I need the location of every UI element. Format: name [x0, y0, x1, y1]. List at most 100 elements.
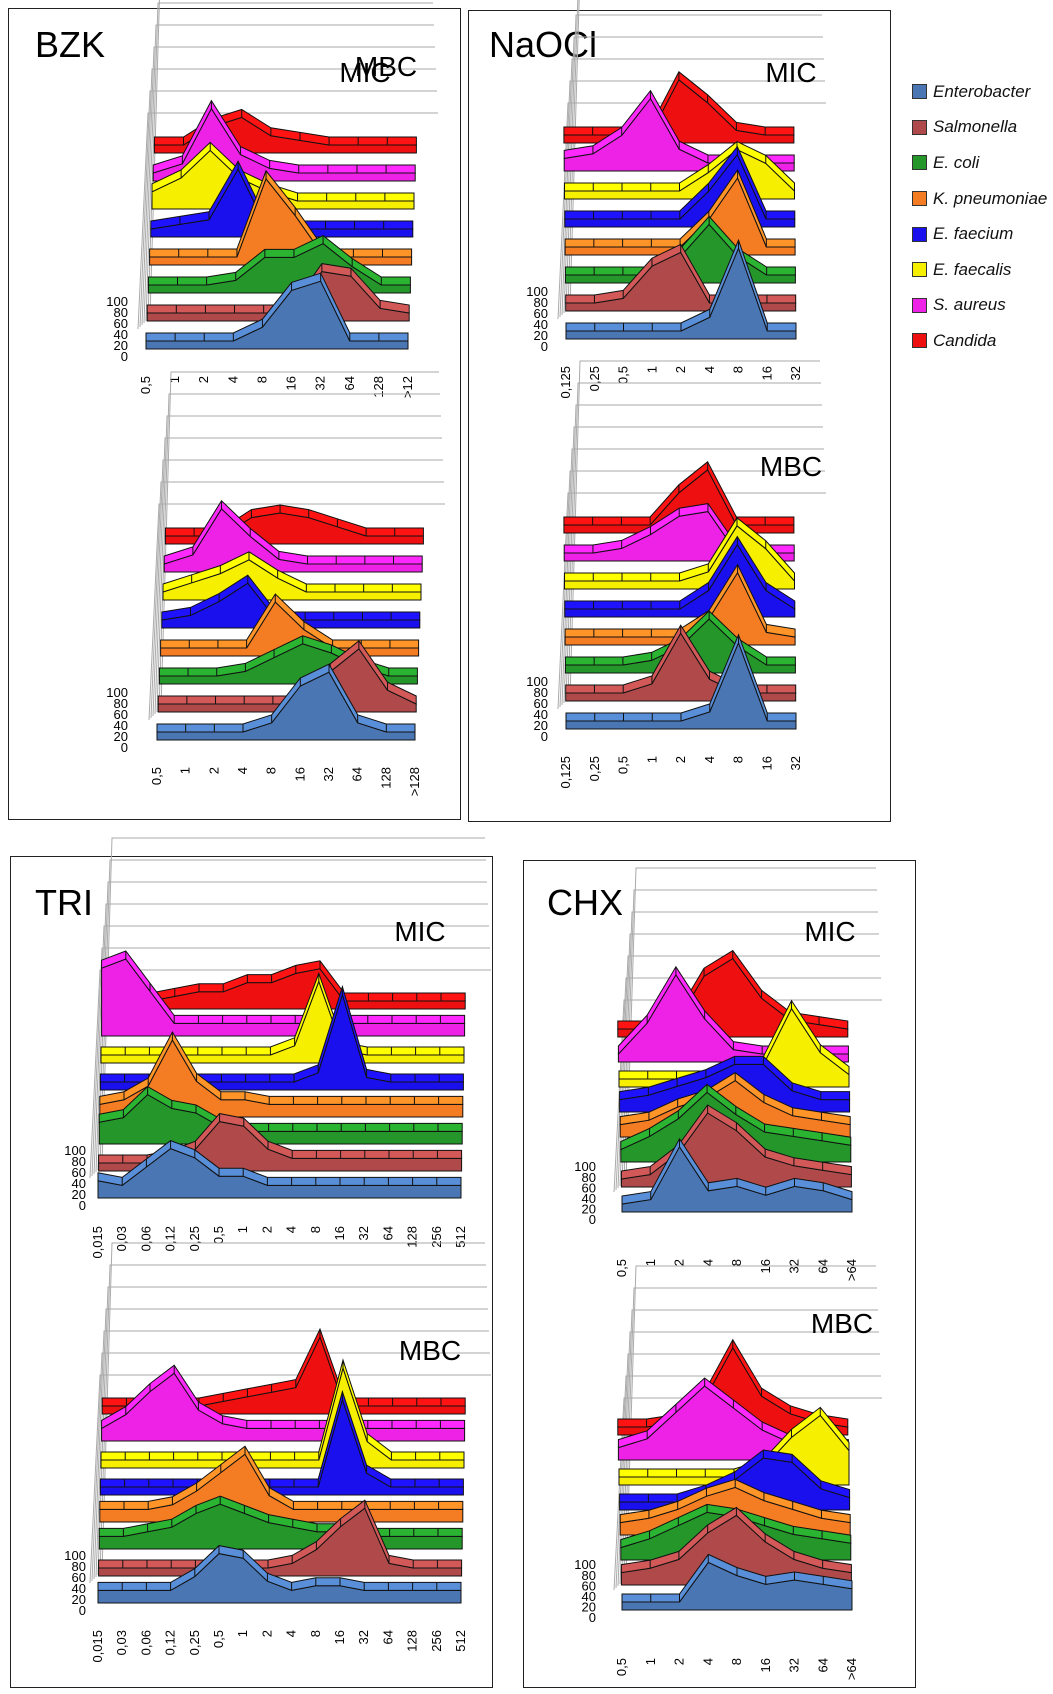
- x-tick-label: 16: [292, 767, 307, 781]
- x-tick-label: 128: [371, 376, 386, 398]
- x-tick-label: 0,5: [138, 376, 153, 394]
- x-tick-label: 64: [380, 1630, 395, 1644]
- y-tick-label: 60: [72, 1570, 86, 1585]
- x-tick-label: 1: [167, 376, 182, 383]
- x-tick-label: 0,5: [616, 366, 631, 384]
- grid-line: [99, 1264, 486, 1574]
- legend-item: K. pneumoniae: [912, 181, 1047, 217]
- legend-label: E. faecalis: [933, 259, 1012, 279]
- y-tick-label: 80: [72, 1559, 86, 1574]
- x-tick-label: 0,06: [138, 1630, 153, 1655]
- x-tick-label: 0,03: [114, 1226, 129, 1251]
- y-tick-label: 0: [589, 1212, 596, 1227]
- series-ribbon: [146, 263, 410, 314]
- legend-swatch: [912, 226, 927, 242]
- x-tick-label: 32: [356, 1630, 371, 1644]
- x-tick-label: 8: [729, 1658, 744, 1665]
- legend-swatch: [912, 84, 927, 100]
- x-tick-label: 4: [235, 767, 250, 774]
- grid-line: [154, 437, 442, 715]
- x-tick-label: 0,5: [149, 767, 164, 785]
- y-tick-label: 40: [582, 1589, 596, 1604]
- grid-line: [561, 448, 824, 706]
- x-tick-label: 1: [235, 1226, 250, 1233]
- x-tick-label: >64: [844, 1658, 859, 1680]
- series-ribbon: [163, 500, 423, 565]
- y-tick-label: 60: [72, 1165, 86, 1180]
- legend-item: S. aureus: [912, 288, 1047, 324]
- y-tick-label: 80: [114, 696, 128, 711]
- chart-title: MIC: [804, 916, 855, 947]
- grid-line: [557, 102, 826, 320]
- y-tick-label: 0: [79, 1198, 86, 1213]
- x-tick-label: 512: [453, 1226, 468, 1248]
- legend-item: Candida: [912, 323, 1047, 359]
- x-tick-label: 0,25: [187, 1630, 202, 1655]
- y-tick-label: 0: [79, 1603, 86, 1618]
- grid-line: [93, 1330, 489, 1580]
- y-tick-label: 60: [114, 316, 128, 331]
- x-tick-label: 0,06: [138, 1226, 153, 1251]
- grid-line: [99, 859, 486, 1169]
- panel-title: NaOCl: [489, 24, 598, 65]
- y-tick-label: 80: [114, 305, 128, 320]
- grid-line: [141, 68, 436, 326]
- x-tick-label: 32: [787, 1658, 802, 1672]
- grid-line: [139, 90, 437, 328]
- x-tick-label: 16: [759, 756, 774, 770]
- x-tick-label: 16: [759, 366, 774, 380]
- x-tick-label: 32: [788, 366, 803, 380]
- grid-line: [561, 58, 824, 316]
- y-tick-label: 80: [582, 1568, 596, 1583]
- x-tick-label: 2: [673, 756, 688, 763]
- x-tick-label: 16: [332, 1226, 347, 1240]
- x-tick-label: 8: [254, 376, 269, 383]
- x-tick-label: 0,015: [90, 1630, 105, 1663]
- x-tick-label: 1: [643, 1259, 658, 1266]
- x-tick-label: 128: [405, 1226, 420, 1248]
- y-tick-label: 100: [64, 1143, 86, 1158]
- grid-line: [143, 46, 435, 324]
- x-tick-label: 128: [405, 1630, 420, 1652]
- series-ribbon: [158, 635, 418, 677]
- y-tick-label: 0: [541, 339, 548, 354]
- series-ribbon: [157, 640, 417, 705]
- grid-line: [91, 1352, 490, 1582]
- series-ribbon: [152, 99, 416, 174]
- y-tick-label: 60: [582, 1578, 596, 1593]
- x-tick-label: 0,015: [90, 1226, 105, 1259]
- series-ribbon: [161, 574, 421, 621]
- grid-line: [567, 382, 821, 700]
- y-tick-label: 60: [114, 707, 128, 722]
- y-tick-label: 100: [526, 674, 548, 689]
- grid-line: [621, 1309, 878, 1583]
- x-tick-label: 64: [342, 376, 357, 390]
- series-ribbon: [99, 1445, 464, 1510]
- y-tick-label: 60: [582, 1180, 596, 1195]
- x-tick-label: 64: [350, 767, 365, 781]
- grid-line: [148, 503, 445, 721]
- y-tick-label: 60: [534, 306, 548, 321]
- legend-item: Salmonella: [912, 110, 1047, 146]
- series-ribbon: [100, 971, 465, 1056]
- x-tick-label: 2: [259, 1630, 274, 1637]
- chart-title: MIC: [339, 57, 390, 88]
- series-ribbon: [162, 551, 422, 593]
- x-tick-label: 4: [700, 1658, 715, 1665]
- y-tick-label: 100: [64, 1548, 86, 1563]
- grid-line: [567, 0, 579, 310]
- grid-line: [158, 393, 440, 711]
- x-tick-label: 1: [643, 1658, 658, 1665]
- y-tick-label: 100: [106, 685, 128, 700]
- grid-line: [615, 1375, 881, 1589]
- x-tick-label: 0,125: [558, 366, 573, 399]
- x-tick-label: >12: [400, 376, 415, 398]
- y-tick-label: 20: [582, 1599, 596, 1614]
- y-tick-label: 20: [114, 338, 128, 353]
- series-ribbon: [98, 1495, 463, 1537]
- y-tick-label: 40: [534, 317, 548, 332]
